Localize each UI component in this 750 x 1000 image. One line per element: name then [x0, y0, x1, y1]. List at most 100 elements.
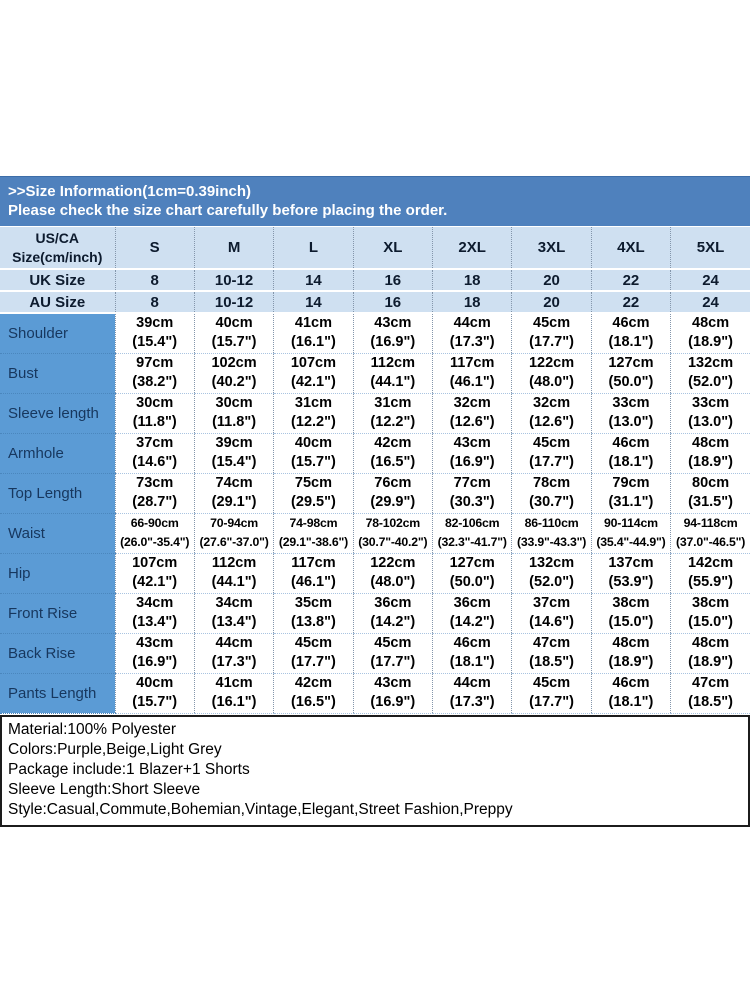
size-value-cell: 94-118cm (37.0"-46.5")	[670, 513, 750, 554]
measurement-row: Armhole 37cm (14.6") 39cm (15.4") 40cm (15.…	[0, 433, 750, 474]
size-value-cell: 36cm (14.2")	[352, 593, 433, 634]
size-value-cell: 18	[431, 269, 512, 292]
size-value-cell: 78-102cm (30.7"-40.2")	[352, 513, 433, 554]
size-value-cell: 102cm (40.2")	[193, 353, 274, 394]
measurement-row: Shoulder 39cm (15.4") 40cm (15.7") 41cm (16…	[0, 313, 750, 354]
measurement-row: Waist 66-90cm (26.0"-35.4") 70-94cm (27.6"…	[0, 513, 750, 554]
size-value-cell: 48cm (18.9")	[670, 313, 750, 354]
size-value-cell: 37cm (14.6")	[511, 593, 592, 634]
measurement-row: Hip 107cm (42.1") 112cm (44.1") 117cm (46.1…	[0, 553, 750, 594]
size-value-cell: 43cm (16.9")	[431, 433, 512, 474]
size-value-cell: 80cm (31.5")	[670, 473, 750, 514]
size-value-cell: 24	[670, 269, 750, 292]
size-value-cell: 22	[590, 291, 671, 314]
row-label-cell: Pants Length	[0, 673, 115, 714]
row-label-cell: Front Rise	[0, 593, 115, 634]
size-value-cell: 79cm (31.1")	[590, 473, 671, 514]
size-value-cell: 16	[352, 269, 433, 292]
size-value-cell: 8	[114, 269, 195, 292]
size-value-cell: 37cm (14.6")	[114, 433, 195, 474]
size-value-cell: 74cm (29.1")	[193, 473, 274, 514]
size-value-cell: 46cm (18.1")	[590, 433, 671, 474]
row-label-cell: Shoulder	[0, 313, 115, 354]
detail-package: Package include:1 Blazer+1 Shorts	[8, 760, 250, 778]
size-value-cell: 73cm (28.7")	[114, 473, 195, 514]
size-value-cell: 39cm (15.4")	[193, 433, 274, 474]
size-value-cell: 20	[511, 291, 592, 314]
size-value-cell: 45cm (17.7")	[273, 633, 354, 674]
size-value-cell: 112cm (44.1")	[193, 553, 274, 594]
size-value-cell: 112cm (44.1")	[352, 353, 433, 394]
title-line-2: Please check the size chart carefully be…	[8, 202, 448, 219]
size-value-cell: XL	[352, 227, 433, 270]
size-value-cell: 44cm (17.3")	[193, 633, 274, 674]
row-label-cell: Waist	[0, 513, 115, 554]
size-value-cell: 39cm (15.4")	[114, 313, 195, 354]
size-value-cell: 43cm (16.9")	[114, 633, 195, 674]
size-value-cell: 33cm (13.0")	[670, 393, 750, 434]
size-value-cell: M	[193, 227, 274, 270]
size-value-cell: 45cm (17.7")	[511, 673, 592, 714]
size-value-cell: 34cm (13.4")	[114, 593, 195, 634]
size-value-cell: 30cm (11.8")	[114, 393, 195, 434]
size-value-cell: 48cm (18.9")	[590, 633, 671, 674]
size-value-cell: S	[114, 227, 195, 270]
regional-size-row: AU Size 8 10-12 14 16 18 20 22 24	[0, 291, 750, 314]
size-value-cell: 75cm (29.5")	[273, 473, 354, 514]
size-value-cell: 46cm (18.1")	[590, 673, 671, 714]
size-value-cell: 77cm (30.3")	[431, 473, 512, 514]
size-value-cell: 132cm (52.0")	[670, 353, 750, 394]
size-value-cell: 4XL	[590, 227, 671, 270]
size-value-cell: 70-94cm (27.6"-37.0")	[193, 513, 274, 554]
size-value-cell: 86-110cm (33.9"-43.3")	[511, 513, 592, 554]
size-value-cell: 42cm (16.5")	[273, 673, 354, 714]
size-value-cell: 41cm (16.1")	[193, 673, 274, 714]
size-value-cell: 78cm (30.7")	[511, 473, 592, 514]
size-value-cell: L	[273, 227, 354, 270]
size-value-cell: 46cm (18.1")	[590, 313, 671, 354]
size-header-row: US/CA Size(cm/inch) S M L XL 2XL 3XL 4XL 5XL	[0, 227, 750, 270]
size-value-cell: 45cm (17.7")	[511, 433, 592, 474]
size-value-cell: 44cm (17.3")	[431, 673, 512, 714]
size-value-cell: 14	[273, 269, 354, 292]
row-label-cell: Armhole	[0, 433, 115, 474]
row-label-cell: UK Size	[0, 269, 115, 292]
size-value-cell: 22	[590, 269, 671, 292]
size-value-cell: 48cm (18.9")	[670, 633, 750, 674]
size-value-cell: 20	[511, 269, 592, 292]
size-value-cell: 31cm (12.2")	[273, 393, 354, 434]
size-value-cell: 127cm (50.0")	[431, 553, 512, 594]
size-value-cell: 36cm (14.2")	[431, 593, 512, 634]
size-value-cell: 142cm (55.9")	[670, 553, 750, 594]
measurement-row: Top Length 73cm (28.7") 74cm (29.1") 75cm (…	[0, 473, 750, 514]
size-value-cell: 46cm (18.1")	[431, 633, 512, 674]
size-value-cell: 38cm (15.0")	[590, 593, 671, 634]
corner-header-cell: US/CA Size(cm/inch)	[0, 227, 115, 270]
size-value-cell: 45cm (17.7")	[352, 633, 433, 674]
product-details-box: Material:100% Polyester Colors:Purple,Be…	[0, 714, 750, 827]
row-label-cell: AU Size	[0, 291, 115, 314]
size-value-cell: 107cm (42.1")	[114, 553, 195, 594]
size-value-cell: 32cm (12.6")	[511, 393, 592, 434]
row-label-cell: Back Rise	[0, 633, 115, 674]
size-value-cell: 33cm (13.0")	[590, 393, 671, 434]
size-value-cell: 97cm (38.2")	[114, 353, 195, 394]
size-value-cell: 117cm (46.1")	[273, 553, 354, 594]
detail-style: Style:Casual,Commute,Bohemian,Vintage,El…	[8, 800, 513, 818]
row-label-cell: Hip	[0, 553, 115, 594]
size-value-cell: 32cm (12.6")	[431, 393, 512, 434]
size-value-cell: 74-98cm (29.1"-38.6")	[273, 513, 354, 554]
size-value-cell: 45cm (17.7")	[511, 313, 592, 354]
size-value-cell: 5XL	[670, 227, 750, 270]
measurement-row: Bust 97cm (38.2") 102cm (40.2") 107cm (42.1…	[0, 353, 750, 394]
title-band: >>Size Information(1cm=0.39inch) Please …	[0, 176, 750, 226]
size-value-cell: 137cm (53.9")	[590, 553, 671, 594]
size-value-cell: 132cm (52.0")	[511, 553, 592, 594]
size-chart-page: >>Size Information(1cm=0.39inch) Please …	[0, 176, 750, 827]
size-value-cell: 90-114cm (35.4"-44.9")	[590, 513, 671, 554]
size-value-cell: 40cm (15.7")	[114, 673, 195, 714]
row-label-cell: Bust	[0, 353, 115, 394]
size-value-cell: 10-12	[193, 269, 274, 292]
size-value-cell: 31cm (12.2")	[352, 393, 433, 434]
size-value-cell: 107cm (42.1")	[273, 353, 354, 394]
